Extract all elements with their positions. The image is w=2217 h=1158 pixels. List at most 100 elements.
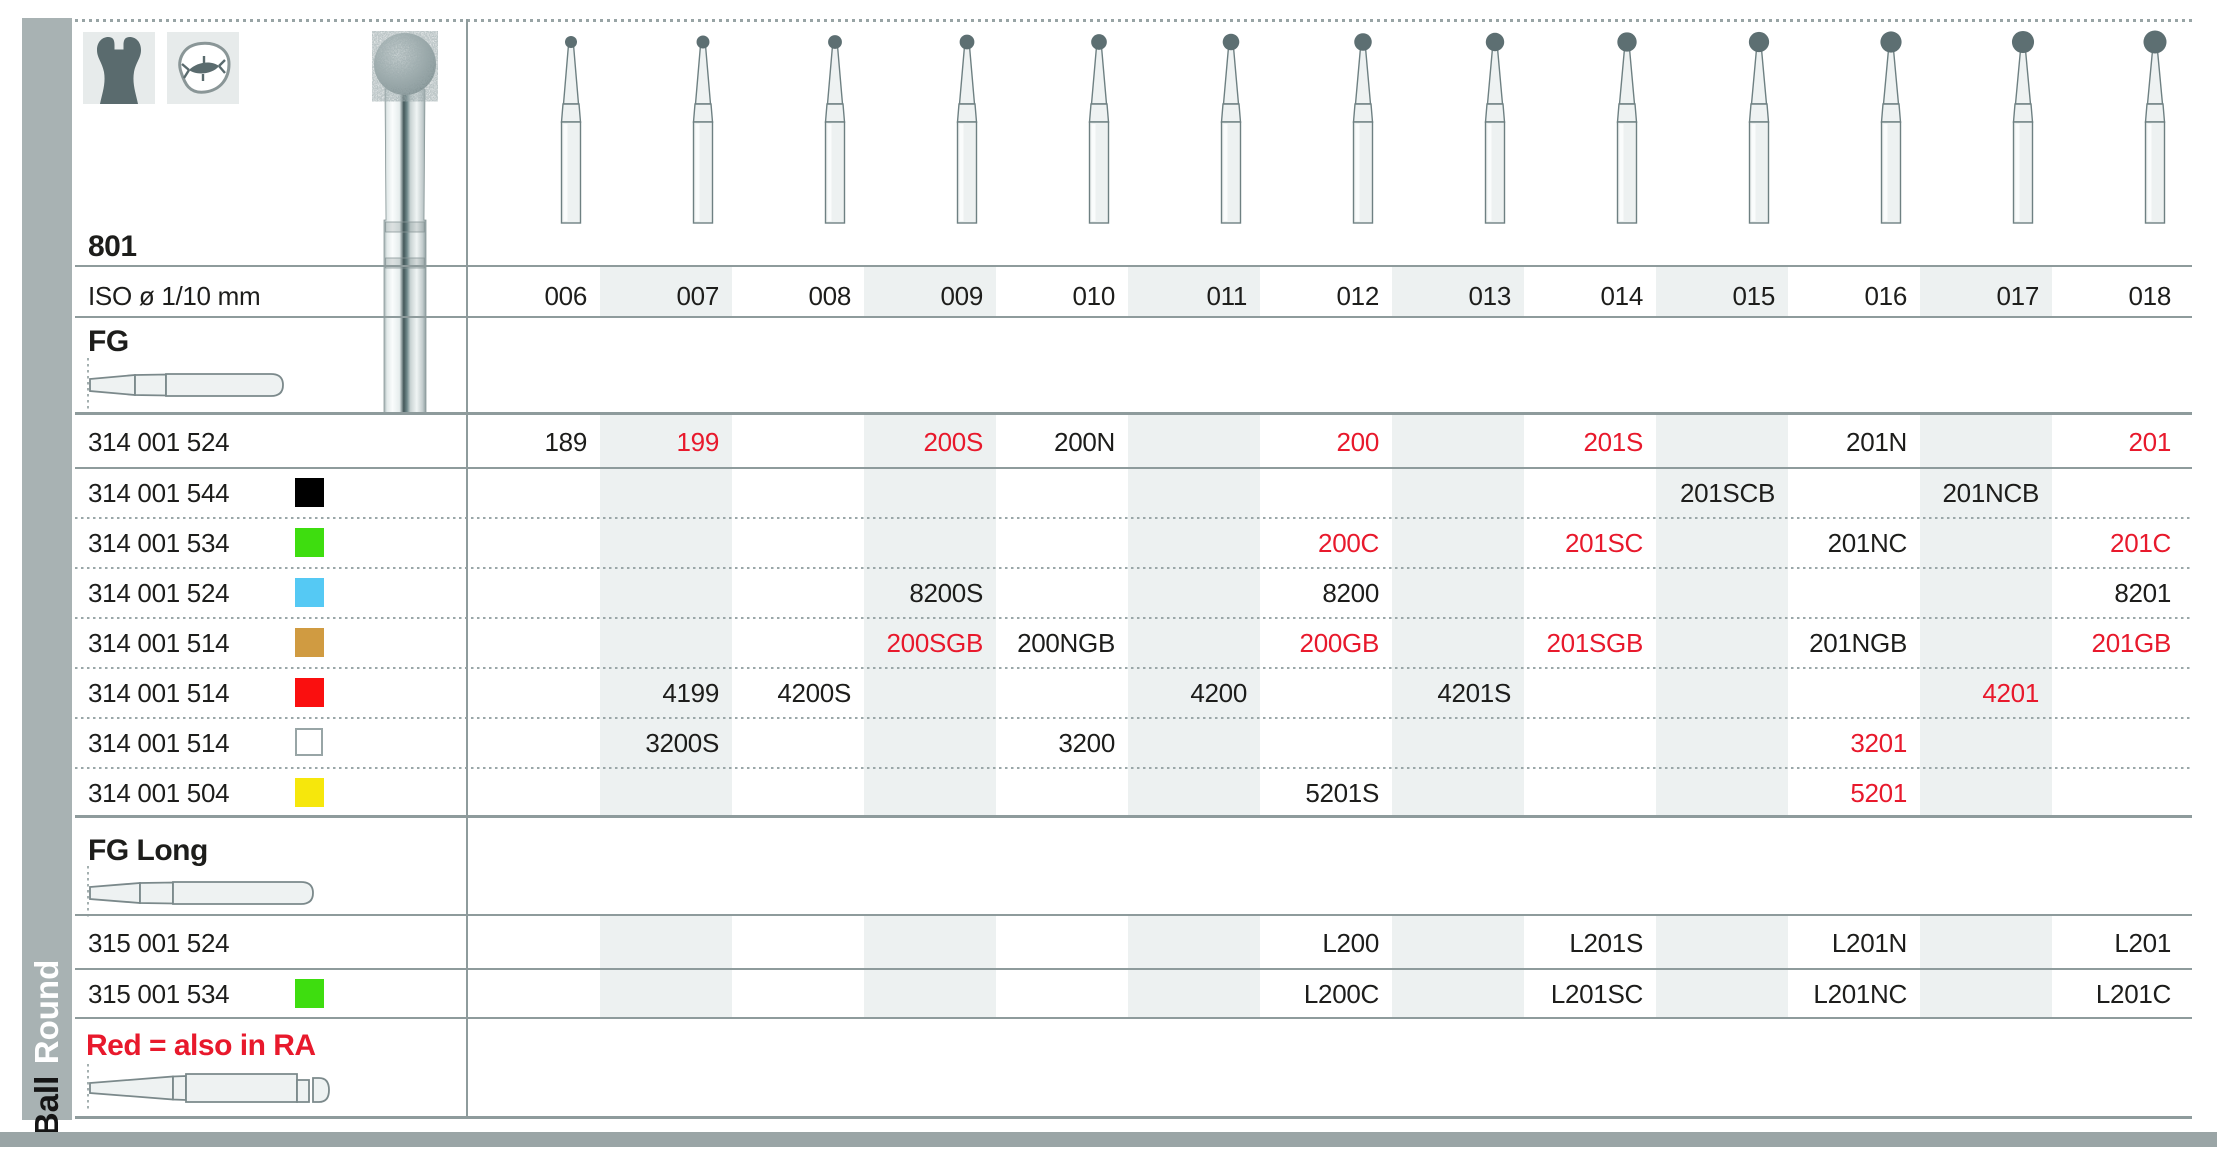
fg-color-chip-yellow (295, 778, 324, 807)
fg-long-shank-illustration (85, 866, 325, 925)
bur-illustration-018 (2140, 29, 2170, 225)
column-band-011 (1128, 413, 1260, 817)
fg-cell-201N: 201N (1846, 427, 1907, 457)
horizontal-rule (75, 467, 2192, 469)
horizontal-rule (75, 968, 2192, 970)
bur-illustration-013 (1480, 29, 1510, 225)
fg-row-code: 314 001 534 (88, 528, 230, 558)
ra-note: Red = also in RA (86, 1029, 316, 1062)
iso-size-017: 017 (1996, 281, 2040, 311)
fg-long-cell-L201C: L201C (2095, 979, 2171, 1009)
dotted-row-separator (75, 567, 2192, 569)
fg-long-cell-L201: L201 (2114, 928, 2171, 958)
iso-size-010: 010 (1072, 281, 1116, 311)
fg-cell-200C: 200C (1318, 528, 1379, 558)
column-band-011 (1128, 916, 1260, 1019)
horizontal-rule (75, 412, 2192, 415)
fg-long-section-label: FG Long (88, 834, 208, 867)
fg-row-code: 314 001 524 (88, 427, 230, 457)
bur-illustration-012 (1348, 29, 1378, 225)
fg-cell-199: 199 (676, 427, 720, 457)
fg-long-cell-L201N: L201N (1831, 928, 1907, 958)
iso-size-014: 014 (1600, 281, 1644, 311)
ra-shank-illustration (85, 1062, 333, 1119)
fg-cell-201NC: 201NC (1827, 528, 1908, 558)
bur-illustration-006 (556, 29, 586, 225)
fg-cell-200: 200 (1336, 427, 1380, 457)
dotted-row-separator (75, 767, 2192, 769)
fg-cell-200N: 200N (1054, 427, 1115, 457)
column-band-017 (1920, 413, 2052, 817)
fg-cell-4200S: 4200S (777, 678, 851, 708)
column-band-013 (1392, 916, 1524, 1019)
bur-illustration-017 (2008, 29, 2038, 225)
column-band-015 (1656, 413, 1788, 817)
fg-cell-8201: 8201 (2114, 578, 2171, 608)
fg-long-color-chip-green (295, 979, 324, 1008)
column-band-017 (1920, 267, 2052, 316)
product-number: 801 (88, 230, 137, 263)
bur-illustration-016 (1876, 29, 1906, 225)
fg-long-row-code: 315 001 524 (88, 928, 230, 958)
fg-cell-8200S: 8200S (909, 578, 983, 608)
column-band-007 (600, 267, 732, 316)
column-band-009 (864, 413, 996, 817)
fg-row-code: 314 001 514 (88, 628, 230, 658)
fg-cell-3200S: 3200S (645, 728, 719, 758)
iso-size-011: 011 (1206, 281, 1247, 311)
bur-illustration-015 (1744, 29, 1774, 225)
column-band-015 (1656, 267, 1788, 316)
fg-long-cell-L200: L200 (1322, 928, 1379, 958)
column-band-007 (600, 413, 732, 817)
fg-cell-4199: 4199 (662, 678, 719, 708)
fg-cell-4201S: 4201S (1437, 678, 1511, 708)
bur-illustration-009 (952, 29, 982, 225)
fg-color-chip-gold (295, 628, 324, 657)
fg-cell-5201S: 5201S (1305, 778, 1379, 808)
fg-row-code: 314 001 504 (88, 778, 230, 808)
fg-long-cell-L201SC: L201SC (1550, 979, 1643, 1009)
column-band-017 (1920, 916, 2052, 1019)
fg-long-row-code: 315 001 534 (88, 979, 230, 1009)
horizontal-rule (75, 815, 2192, 818)
iso-size-012: 012 (1336, 281, 1380, 311)
fg-cell-201SCB: 201SCB (1679, 478, 1775, 508)
fg-shank-illustration (85, 358, 295, 417)
fg-cell-201NGB: 201NGB (1809, 628, 1907, 658)
dotted-row-separator (75, 717, 2192, 719)
column-band-009 (864, 916, 996, 1019)
dotted-row-separator (75, 517, 2192, 519)
iso-size-006: 006 (544, 281, 588, 311)
fg-cell-3201: 3201 (1850, 728, 1907, 758)
fg-cell-4200: 4200 (1190, 678, 1247, 708)
dotted-row-separator (75, 617, 2192, 619)
bur-illustration-014 (1612, 29, 1642, 225)
fg-cell-201SC: 201SC (1565, 528, 1643, 558)
fg-row-code: 314 001 524 (88, 578, 230, 608)
fg-row-code: 314 001 514 (88, 678, 230, 708)
iso-size-015: 015 (1732, 281, 1776, 311)
fg-cell-200GB: 200GB (1299, 628, 1380, 658)
bur-illustration-007 (688, 29, 718, 225)
bur-illustration-011 (1216, 29, 1246, 225)
fg-cell-189: 189 (544, 427, 588, 457)
fg-long-cell-L200C: L200C (1303, 979, 1379, 1009)
fg-cell-200NGB: 200NGB (1017, 628, 1115, 658)
column-band-009 (864, 267, 996, 316)
sidebar-label-round: Round (28, 959, 65, 1065)
fg-cell-5201: 5201 (1850, 778, 1907, 808)
fg-cell-200SGB: 200SGB (886, 628, 984, 658)
column-band-007 (600, 916, 732, 1019)
horizontal-rule (75, 1017, 2192, 1019)
fg-cell-201GB: 201GB (2091, 628, 2172, 658)
iso-row-label: ISO ø 1/10 mm (88, 281, 261, 311)
featured-bur-photo (372, 31, 438, 419)
fg-cell-200S: 200S (923, 427, 983, 457)
fg-color-chip-black (295, 478, 324, 507)
horizontal-rule (75, 914, 2192, 916)
dotted-row-separator (75, 667, 2192, 669)
bur-illustration-010 (1084, 29, 1114, 225)
iso-size-013: 013 (1468, 281, 1512, 311)
fg-cell-201: 201 (2128, 427, 2172, 457)
